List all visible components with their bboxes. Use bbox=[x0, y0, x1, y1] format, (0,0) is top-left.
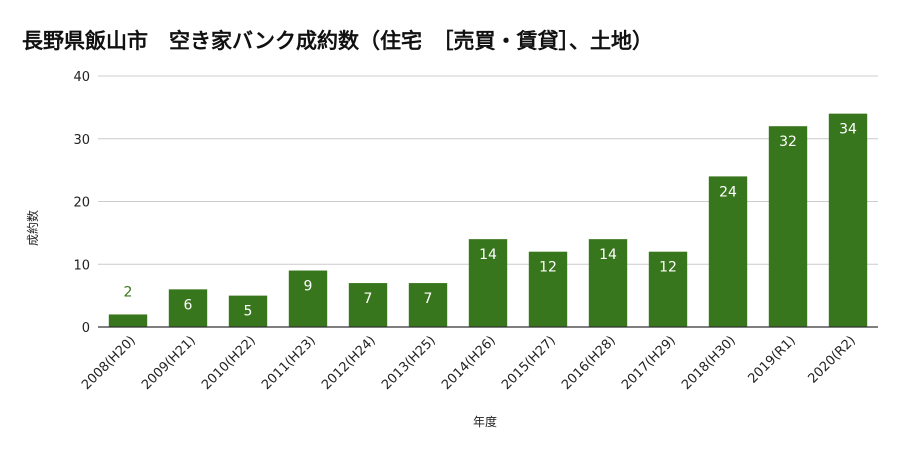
bar bbox=[648, 251, 688, 327]
gridlines bbox=[98, 75, 878, 265]
bar bbox=[348, 283, 388, 327]
bar-label: 7 bbox=[424, 291, 433, 307]
x-tick-label: 2012(H24) bbox=[319, 333, 379, 393]
x-tick-label: 2016(H28) bbox=[559, 333, 619, 393]
y-tick-label: 40 bbox=[73, 70, 90, 85]
bar bbox=[588, 239, 628, 327]
x-tick-label: 2008(H20) bbox=[79, 333, 139, 393]
bars bbox=[108, 113, 868, 328]
bar-label: 14 bbox=[599, 247, 617, 263]
x-tick-label: 2018(H30) bbox=[679, 333, 739, 393]
x-tick-label: 2020(R2) bbox=[805, 333, 858, 386]
bar-label: 6 bbox=[184, 297, 193, 313]
x-tick-label: 2013(H25) bbox=[379, 333, 439, 393]
bar bbox=[828, 113, 868, 328]
y-tick-labels: 0 10 20 30 40 bbox=[73, 70, 90, 336]
x-tick-label: 2009(H21) bbox=[139, 333, 199, 393]
bar bbox=[468, 239, 508, 327]
bar bbox=[528, 251, 568, 327]
x-tick-label: 2017(H29) bbox=[619, 333, 679, 393]
bar bbox=[708, 176, 748, 327]
bar-labels: 2 6 5 9 7 7 14 12 14 12 24 32 34 bbox=[124, 122, 857, 320]
y-tick-label: 30 bbox=[73, 133, 90, 148]
y-axis-label: 成約数 bbox=[25, 210, 40, 246]
x-axis-label: 年度 bbox=[473, 414, 497, 429]
bar-label: 12 bbox=[539, 260, 557, 276]
bar bbox=[168, 289, 208, 327]
bar-label: 2 bbox=[124, 284, 133, 300]
x-tick-label: 2015(H27) bbox=[499, 333, 559, 393]
y-tick-label: 10 bbox=[73, 258, 90, 273]
x-tick-label: 2010(H22) bbox=[199, 333, 259, 393]
bar-label: 34 bbox=[839, 122, 857, 138]
bar-label: 14 bbox=[479, 247, 497, 263]
bar bbox=[408, 283, 448, 327]
bar-label: 7 bbox=[364, 291, 373, 307]
y-tick-label: 20 bbox=[73, 196, 90, 211]
bar-label: 12 bbox=[659, 260, 677, 276]
bar bbox=[768, 126, 808, 327]
bar-label: 9 bbox=[304, 279, 313, 295]
bar bbox=[288, 270, 328, 327]
bar-label: 32 bbox=[779, 134, 797, 150]
x-tick-label: 2014(H26) bbox=[439, 333, 499, 393]
bar bbox=[108, 314, 148, 327]
chart-title: 長野県飯山市 空き家バンク成約数（住宅 ［売買・賃貸］、土地） bbox=[22, 29, 653, 53]
y-tick-label: 0 bbox=[82, 321, 90, 336]
x-tick-labels: 2008(H20) 2009(H21) 2010(H22) 2011(H23) 2012… bbox=[79, 333, 859, 393]
bar-label: 5 bbox=[244, 304, 253, 320]
x-tick-label: 2011(H23) bbox=[259, 333, 319, 393]
bar-label: 24 bbox=[719, 184, 737, 200]
x-tick-label: 2019(R1) bbox=[745, 333, 798, 386]
bar bbox=[228, 295, 268, 327]
